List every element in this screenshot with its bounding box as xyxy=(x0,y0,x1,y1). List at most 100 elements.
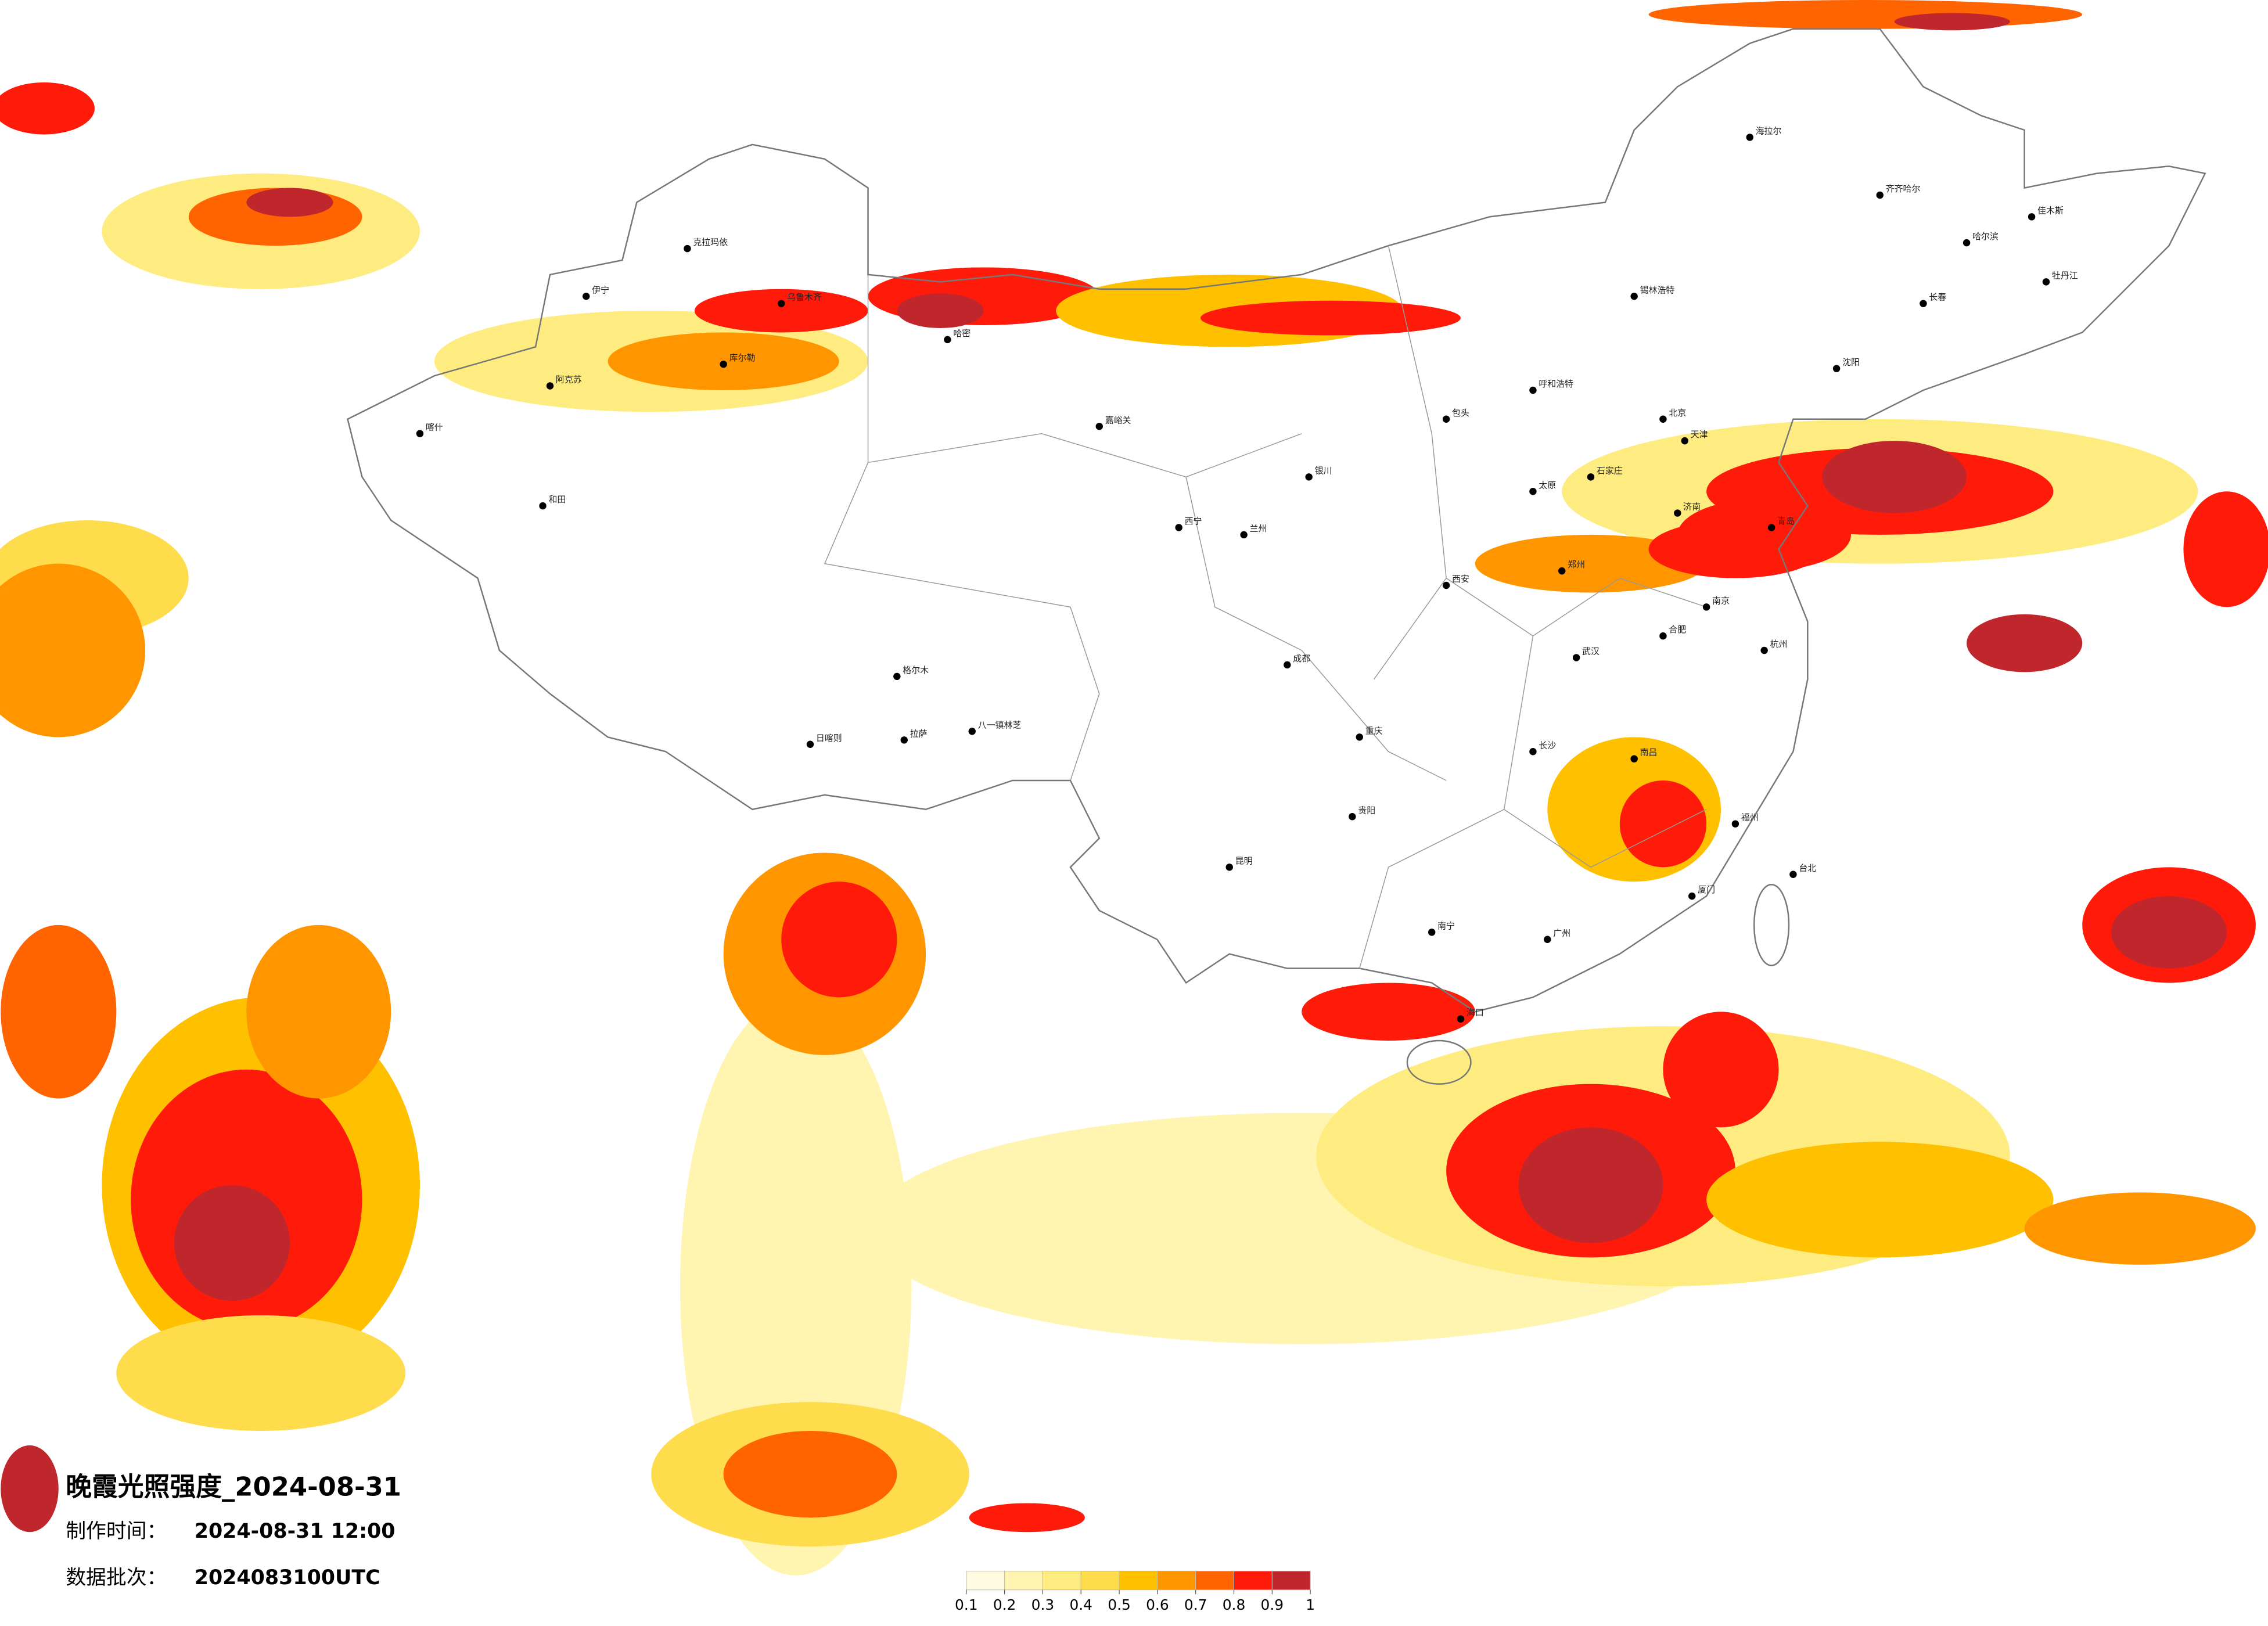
colorbar-swatch xyxy=(1004,1570,1043,1591)
heat-patch xyxy=(116,1315,406,1431)
city-label: 嘉峪关 xyxy=(1105,415,1131,425)
city-label: 呼和浩特 xyxy=(1539,379,1573,389)
city-dot xyxy=(416,430,424,437)
city-label: 沈阳 xyxy=(1842,357,1860,368)
taiwan-outline xyxy=(1753,883,1790,966)
heat-patch xyxy=(694,289,868,333)
city-label: 天津 xyxy=(1691,429,1708,440)
colorbar-label: 0.3 xyxy=(1031,1596,1055,1613)
heat-patch xyxy=(1,1445,59,1533)
city-dot xyxy=(720,360,727,368)
city-dot xyxy=(944,336,951,344)
city-dot xyxy=(1920,300,1927,307)
city-label: 克拉玛依 xyxy=(693,237,728,247)
city-label: 贵阳 xyxy=(1358,805,1375,815)
city-label: 昆明 xyxy=(1235,855,1253,866)
colorbar-label: 0.1 xyxy=(955,1596,978,1613)
city-dot xyxy=(1688,892,1696,900)
city-label: 哈密 xyxy=(953,328,971,339)
colorbar-label: 0.2 xyxy=(993,1596,1016,1613)
colorbar-label: 0.4 xyxy=(1069,1596,1092,1613)
heat-patch xyxy=(0,82,95,135)
heat-patch xyxy=(246,188,333,217)
city-label: 郑州 xyxy=(1568,559,1585,570)
heat-patch xyxy=(969,1503,1085,1533)
city-dot xyxy=(1095,423,1103,430)
city-label: 海拉尔 xyxy=(1756,125,1782,136)
heat-patch xyxy=(1894,13,2010,31)
city-dot xyxy=(1963,239,1971,247)
city-label: 北京 xyxy=(1669,408,1686,418)
city-dot xyxy=(539,502,547,510)
batch-label: 数据批次： xyxy=(66,1566,167,1589)
heat-patch xyxy=(174,1185,290,1301)
heat-patch xyxy=(0,563,146,738)
city-label: 石家庄 xyxy=(1597,465,1623,476)
map-title: 晚霞光照强度_2024-08-31 xyxy=(66,1472,401,1502)
city-dot xyxy=(684,244,691,253)
city-dot xyxy=(1674,509,1681,517)
city-label: 福州 xyxy=(1741,812,1759,823)
city-dot xyxy=(1767,524,1775,531)
colorbar-swatch xyxy=(1234,1570,1273,1591)
city-dot xyxy=(968,728,976,735)
city-label: 银川 xyxy=(1315,465,1332,476)
city-dot xyxy=(1529,386,1537,394)
city-dot xyxy=(1349,813,1356,821)
heat-patch xyxy=(2024,1192,2256,1265)
colorbar-swatch xyxy=(1271,1570,1311,1591)
city-dot xyxy=(1746,134,1753,141)
heat-patch xyxy=(1648,0,2083,29)
city-label: 南昌 xyxy=(1640,747,1658,758)
heat-patch xyxy=(781,882,897,998)
city-dot xyxy=(1659,415,1667,423)
city-dot xyxy=(1457,1015,1465,1023)
country-outline xyxy=(347,28,2206,1013)
city-dot xyxy=(1529,748,1537,756)
city-dot xyxy=(582,293,590,300)
city-label: 哈尔滨 xyxy=(1972,231,1999,242)
heat-patch xyxy=(2111,896,2227,969)
city-dot xyxy=(1529,488,1537,495)
city-label: 齐齐哈尔 xyxy=(1886,184,1921,194)
heat-patch xyxy=(1200,300,1461,336)
city-label: 杭州 xyxy=(1770,639,1788,649)
city-dot xyxy=(2028,213,2036,221)
city-dot xyxy=(1659,632,1667,640)
made-value: 2024-08-31 12:00 xyxy=(195,1520,396,1543)
city-label: 佳木斯 xyxy=(2037,205,2064,215)
province-borders xyxy=(824,245,1707,969)
city-dot xyxy=(1428,929,1436,936)
city-label: 武汉 xyxy=(1582,646,1600,656)
city-dot xyxy=(900,736,908,744)
city-label: 南宁 xyxy=(1437,920,1455,931)
city-dot xyxy=(1572,654,1580,661)
heat-patch xyxy=(1706,1142,2054,1258)
colorbar-label: 0.8 xyxy=(1223,1596,1246,1613)
heat-patch xyxy=(1619,780,1707,868)
city-label: 广州 xyxy=(1553,928,1570,938)
city-dot xyxy=(1760,646,1768,654)
colorbar-swatch xyxy=(1157,1570,1196,1591)
city-label: 合肥 xyxy=(1669,624,1686,635)
heat-patch xyxy=(1663,1012,1779,1128)
city-label: 兰州 xyxy=(1250,523,1267,534)
heat-patch xyxy=(2183,491,2268,607)
city-label: 西宁 xyxy=(1185,516,1202,526)
city-label: 包头 xyxy=(1452,408,1469,418)
city-label: 南京 xyxy=(1712,595,1730,606)
heat-patch xyxy=(1822,441,1967,513)
city-label: 锡林浩特 xyxy=(1640,285,1675,295)
hainan-outline xyxy=(1406,1039,1472,1085)
city-dot xyxy=(546,382,554,390)
city-dot xyxy=(1305,473,1313,481)
city-dot xyxy=(2042,278,2050,286)
city-dot xyxy=(1789,870,1797,878)
colorbar-swatch xyxy=(1119,1570,1158,1591)
colorbar-swatch xyxy=(1042,1570,1081,1591)
city-label: 伊宁 xyxy=(592,285,609,295)
city-label: 重庆 xyxy=(1365,725,1383,736)
city-dot xyxy=(1876,191,1884,199)
city-dot xyxy=(893,672,901,681)
